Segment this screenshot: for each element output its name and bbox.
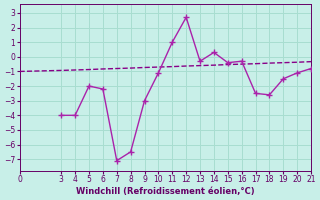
- X-axis label: Windchill (Refroidissement éolien,°C): Windchill (Refroidissement éolien,°C): [76, 187, 255, 196]
